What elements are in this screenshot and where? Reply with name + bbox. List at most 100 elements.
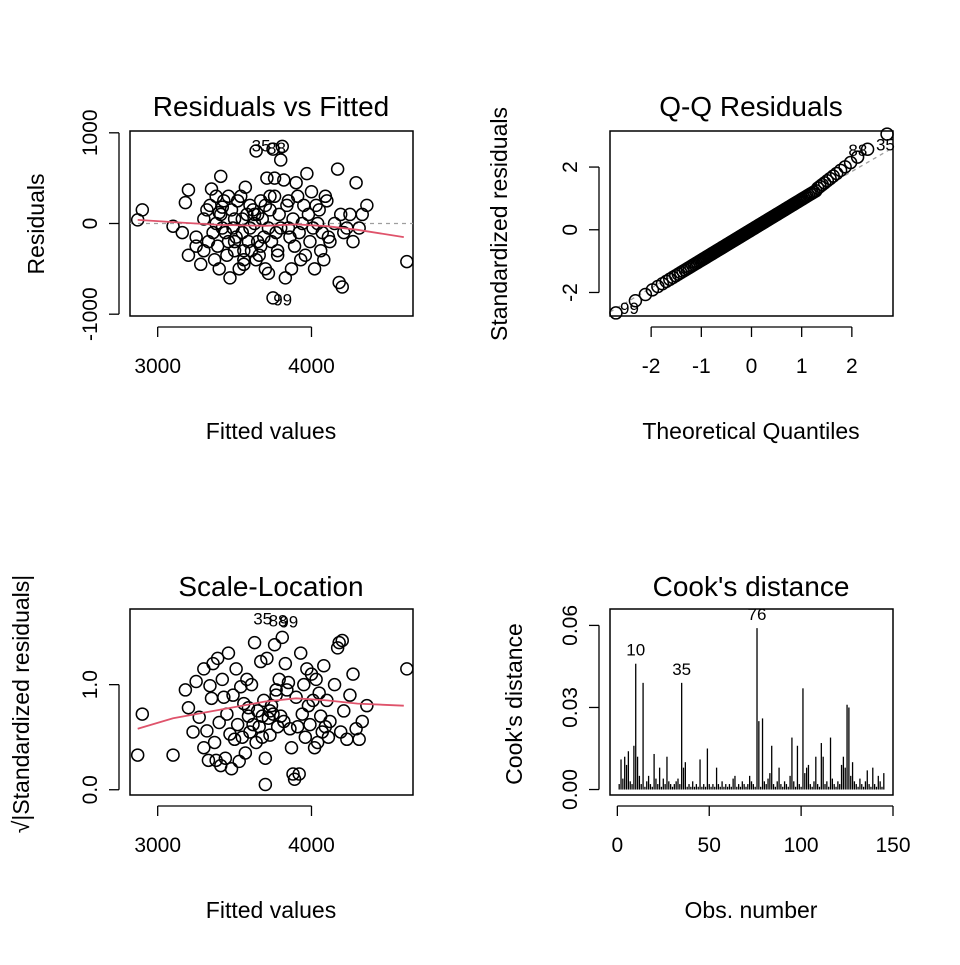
data-point [333, 207, 348, 222]
data-point [295, 707, 310, 721]
data-point [304, 185, 319, 199]
plot-frame [609, 130, 894, 317]
data-point [292, 767, 306, 781]
data-point [270, 248, 285, 262]
y-tick-label: -1000 [79, 287, 102, 341]
data-point [360, 198, 374, 213]
plot-layer: -2 -1 0 1 2 -2 0 2 99 88 35 [559, 127, 895, 378]
data-point [221, 646, 236, 660]
data-point [275, 139, 290, 154]
data-point [224, 761, 239, 776]
data-point [255, 730, 270, 744]
x-axis-label: Obs. number [685, 897, 818, 923]
data-point [181, 701, 196, 715]
data-point [303, 234, 317, 249]
x-tick-label: 3000 [134, 834, 181, 857]
data-point [258, 777, 273, 792]
data-point [237, 257, 251, 272]
y-tick-label: 1.0 [79, 670, 102, 699]
data-point [343, 688, 357, 702]
panel-cooks-distance: Cook's distance Obs. number Cook's dista… [501, 571, 911, 923]
data-point [253, 654, 268, 669]
plot-title: Scale-Location [178, 571, 363, 602]
data-point [281, 675, 296, 690]
data-point [269, 683, 283, 697]
data-point [194, 257, 208, 272]
data-point [275, 630, 290, 645]
y-axis-label: Standardized residuals [486, 107, 512, 341]
data-point [266, 142, 280, 156]
data-point [223, 271, 237, 285]
data-point [267, 189, 282, 204]
smooth-line [137, 697, 404, 730]
data-point [278, 656, 293, 671]
outlier-label: 99 [620, 299, 639, 318]
outlier-label: 35 [253, 609, 272, 628]
data-point [212, 262, 226, 276]
x-axis-label: Fitted values [206, 418, 336, 444]
x-tick-label: -1 [692, 355, 711, 378]
data-point [227, 234, 242, 249]
data-point [270, 243, 285, 258]
data-point [320, 194, 334, 208]
data-point [355, 714, 369, 729]
data-point [860, 142, 875, 157]
data-point [243, 221, 257, 235]
data-point [269, 225, 283, 240]
outlier-label: 99 [273, 291, 292, 310]
plot-title: Residuals vs Fitted [153, 91, 390, 122]
x-axis-label: Theoretical Quantiles [642, 418, 859, 444]
data-point [286, 767, 300, 781]
data-point [247, 216, 262, 231]
y-tick-label: 0.03 [559, 687, 582, 728]
data-point [349, 175, 363, 190]
y-tick-label: 0 [559, 224, 582, 236]
x-tick-label: 4000 [288, 355, 335, 378]
data-point [312, 686, 326, 700]
data-point [266, 707, 280, 721]
data-point [135, 707, 150, 721]
y-tick-label: 0.06 [559, 605, 582, 646]
plot-layer: 0 50 100 150 0.00 0.03 0.06 10 35 76 [559, 605, 911, 857]
data-point [833, 163, 848, 178]
data-point [298, 730, 313, 744]
data-point [260, 651, 274, 666]
data-point [215, 200, 230, 214]
data-point [638, 287, 653, 302]
data-point [166, 748, 180, 762]
data-point [352, 732, 366, 747]
data-point [298, 248, 313, 262]
data-point [197, 740, 211, 755]
x-tick-label: 3000 [134, 355, 181, 378]
data-point [247, 635, 262, 650]
data-point [400, 662, 414, 676]
y-tick-label: -2 [559, 283, 582, 302]
data-point [332, 635, 346, 650]
data-point [175, 225, 190, 240]
data-point [346, 667, 360, 681]
plot-frame [609, 608, 894, 796]
smooth-line [137, 219, 404, 238]
data-point [238, 180, 253, 194]
x-tick-label: 0 [612, 834, 624, 857]
data-point [226, 688, 240, 702]
x-tick-label: 100 [784, 834, 819, 857]
data-point [181, 183, 196, 197]
data-point [313, 243, 328, 258]
data-point [178, 195, 193, 210]
data-point [203, 678, 217, 693]
data-point [297, 677, 311, 692]
data-point [233, 680, 248, 694]
data-point [189, 230, 203, 244]
y-axis-label: √|Standardized residuals| [8, 575, 34, 834]
data-point [210, 651, 225, 666]
data-point [290, 189, 305, 204]
data-point [335, 280, 349, 294]
panel-qq-residuals: Q-Q Residuals Theoretical Quantiles Stan… [486, 91, 895, 444]
outlier-label: 35 [876, 135, 895, 154]
data-point [284, 262, 299, 276]
data-point [272, 207, 286, 222]
data-point [213, 169, 228, 184]
